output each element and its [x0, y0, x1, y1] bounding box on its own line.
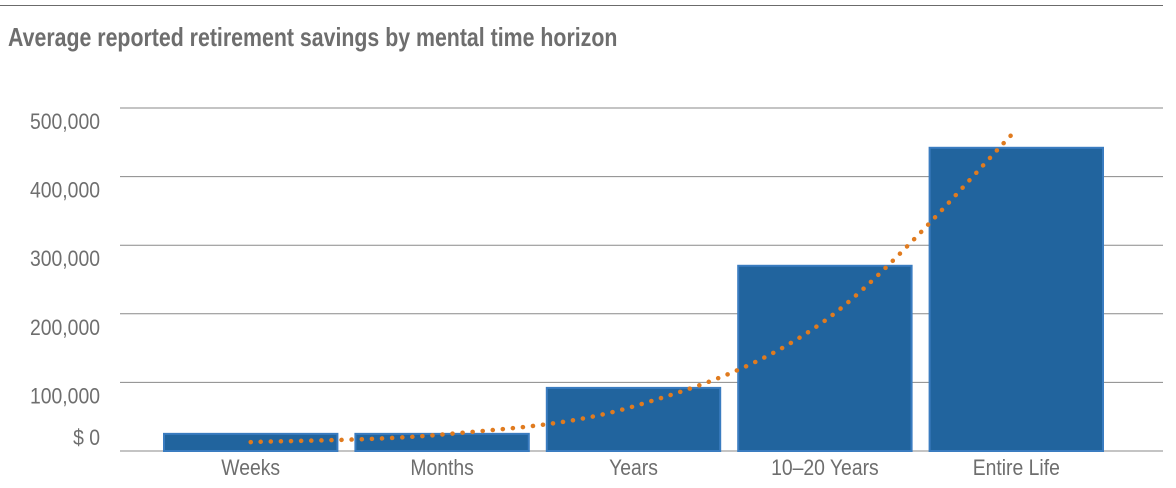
x-tick-label: Weeks — [221, 456, 280, 480]
y-tick-label: 100,000 — [30, 384, 100, 408]
bars — [163, 146, 1104, 453]
x-tick-label: 10–20 Years — [771, 456, 879, 480]
bar — [545, 386, 722, 452]
y-tick-label: 500,000 — [30, 110, 100, 134]
chart-title: Average reported retirement savings by m… — [8, 22, 618, 52]
y-tick-label: 200,000 — [30, 316, 100, 340]
y-tick-label: $ 0 — [73, 426, 100, 450]
bar — [928, 146, 1104, 452]
top-rule — [0, 5, 1163, 6]
y-tick-label: 400,000 — [30, 178, 100, 202]
y-tick-label: 300,000 — [30, 247, 100, 271]
y-axis-ticks: $ 0 100,000 200,000 300,000 400,000 500,000 — [30, 110, 100, 450]
x-axis-ticks: Weeks Months Years 10–20 Years Entire Life — [221, 456, 1060, 480]
x-tick-label: Entire Life — [973, 456, 1060, 480]
x-tick-label: Years — [609, 456, 658, 480]
bar — [737, 264, 913, 452]
x-tick-label: Months — [410, 456, 473, 480]
